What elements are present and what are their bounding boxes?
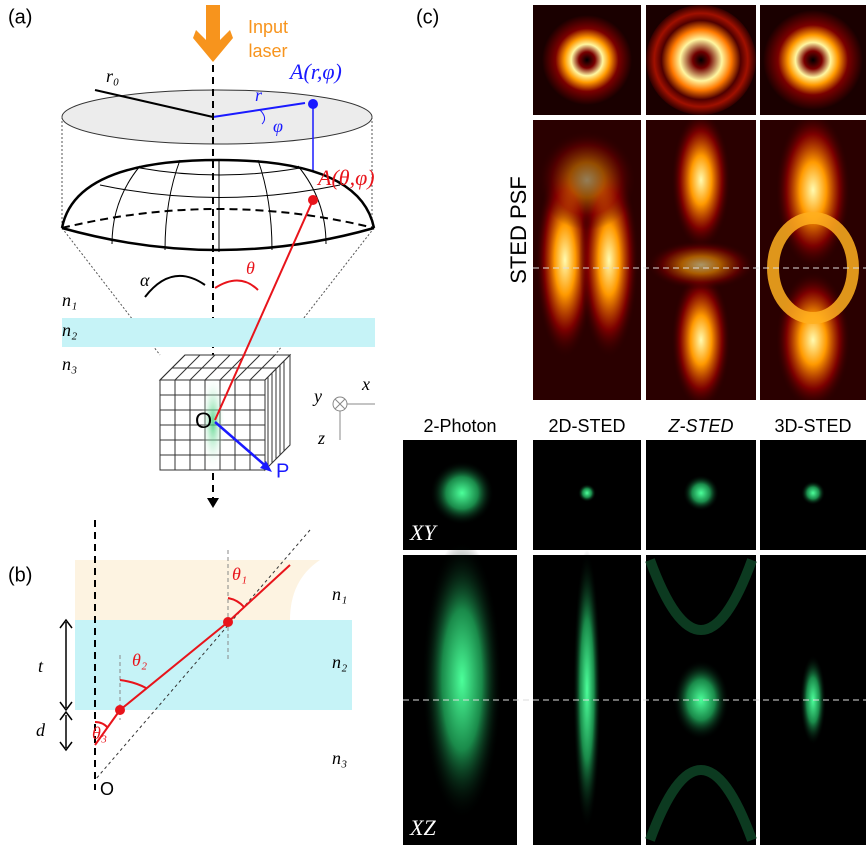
arrowhead (207, 498, 219, 508)
axis-label: x (361, 374, 370, 394)
laser-arrow (193, 5, 233, 62)
column-header: Z-STED (668, 416, 734, 436)
column-header: 3D-STED (774, 416, 851, 436)
sted-psf (533, 5, 866, 410)
label: r₀ (106, 66, 119, 86)
label: α (140, 270, 150, 290)
axis-label: y (312, 386, 322, 406)
cube (160, 355, 290, 470)
axis-label: z (317, 428, 325, 448)
label: n₁ (62, 290, 77, 310)
label: n₁ (332, 584, 347, 604)
point (115, 705, 125, 715)
label: A(θ,φ) (316, 165, 375, 190)
label: r (255, 85, 263, 105)
label: n₃ (62, 354, 77, 374)
point (308, 195, 318, 205)
panel-label: (a) (8, 6, 32, 28)
label: O (100, 779, 114, 799)
label: P (276, 460, 289, 482)
label: n₂ (62, 320, 77, 340)
label: XY (409, 520, 438, 545)
label: d (36, 720, 46, 740)
panel-label: (b) (8, 564, 32, 586)
label: A(r,φ) (288, 59, 342, 84)
column-header: 2-Photon (423, 416, 496, 436)
column-header: 2D-STED (548, 416, 625, 436)
label: t (38, 656, 44, 676)
dimension (60, 620, 72, 750)
layer (75, 560, 320, 620)
arc (215, 280, 258, 290)
label: n₃ (332, 748, 347, 768)
axis (335, 399, 375, 440)
layer (62, 318, 375, 347)
sphere (62, 228, 374, 250)
row-label: STED PSF (506, 176, 531, 284)
label: θ (246, 258, 255, 278)
annotation: laser (248, 41, 287, 61)
label: φ (273, 116, 283, 136)
arc (145, 276, 205, 297)
panel-label: (c) (416, 6, 439, 28)
label: θ₃ (92, 723, 107, 743)
label: θ₂ (132, 650, 147, 670)
point (223, 617, 233, 627)
label: XZ (409, 815, 436, 840)
two-photon (403, 440, 866, 845)
label: O (195, 408, 212, 433)
label: θ₁ (232, 564, 247, 584)
figure: (a) Input laser r₀ r φ A(r,φ) α θ A(θ,φ)… (0, 0, 867, 848)
annotation: Input (248, 17, 288, 37)
label: n₂ (332, 652, 347, 672)
